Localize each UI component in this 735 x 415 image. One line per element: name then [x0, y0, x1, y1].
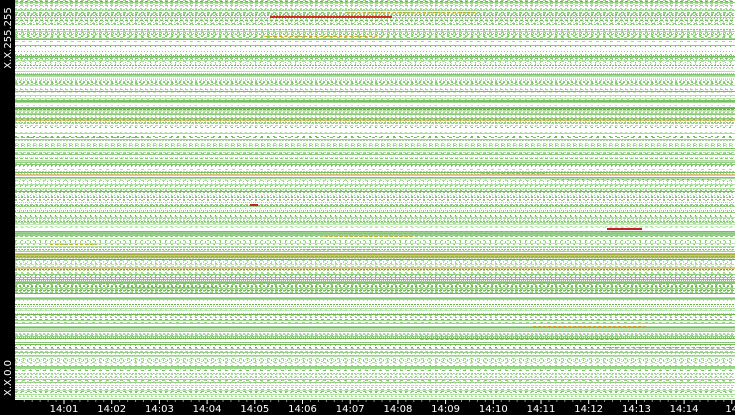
x-tick-label: 14:03: [145, 404, 174, 415]
x-tick-label: 14:08: [383, 404, 412, 415]
x-tick-label: 14:13: [622, 404, 651, 415]
x-tick-label: 14:12: [574, 404, 603, 415]
x-tick-label: 14: [725, 404, 735, 415]
x-tick-label: 14:07: [336, 404, 365, 415]
x-tick-label: 14:14: [670, 404, 699, 415]
x-tick-label: 14:02: [97, 404, 126, 415]
x-tick-label: 14:06: [288, 404, 317, 415]
x-tick-label: 14:01: [50, 404, 79, 415]
x-tick-label: 14:04: [193, 404, 222, 415]
x-tick-label: 14:05: [240, 404, 269, 415]
x-tick-label: 14:10: [479, 404, 508, 415]
x-tick-label: 14:09: [431, 404, 460, 415]
x-tick-label: 14:11: [527, 404, 556, 415]
x-axis: 14:01 14:02 14:03 14:04 14:05 14:06 14:07 14:08…: [23, 400, 735, 415]
stripes: [15, 0, 735, 399]
y-bottom-label: X.X.0.0: [3, 360, 14, 396]
y-top-label: X.X.255.255: [3, 7, 14, 68]
